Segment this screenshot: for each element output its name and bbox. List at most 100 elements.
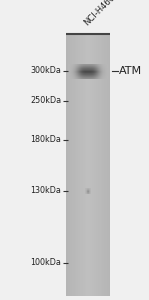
Bar: [84, 74, 85, 75]
Bar: [85, 74, 86, 75]
Bar: [102, 65, 103, 66]
Bar: [88, 76, 89, 77]
Bar: [94, 34, 95, 296]
Bar: [104, 66, 105, 67]
Bar: [92, 77, 93, 78]
Bar: [69, 74, 70, 75]
Bar: [71, 68, 72, 69]
Bar: [100, 69, 101, 70]
Bar: [75, 72, 76, 73]
Bar: [85, 76, 86, 77]
Bar: [70, 69, 71, 70]
Bar: [85, 66, 86, 67]
Bar: [72, 65, 73, 66]
Bar: [73, 66, 74, 67]
Bar: [91, 77, 92, 78]
Bar: [93, 65, 94, 66]
Bar: [90, 77, 91, 78]
Bar: [68, 71, 69, 72]
Bar: [93, 75, 94, 76]
Bar: [74, 70, 75, 71]
Bar: [100, 68, 101, 69]
Bar: [104, 69, 105, 70]
Bar: [89, 192, 90, 193]
Bar: [68, 70, 69, 71]
Bar: [90, 34, 91, 296]
Bar: [101, 34, 102, 296]
Bar: [73, 70, 74, 71]
Bar: [103, 64, 104, 65]
Bar: [94, 68, 95, 69]
Bar: [104, 72, 105, 73]
Bar: [100, 34, 101, 296]
Bar: [84, 64, 85, 65]
Bar: [106, 64, 107, 65]
Bar: [73, 77, 74, 78]
Bar: [104, 70, 105, 71]
Bar: [93, 73, 94, 74]
Bar: [107, 77, 108, 78]
Bar: [95, 72, 96, 73]
Bar: [98, 75, 99, 76]
Bar: [88, 191, 89, 192]
Bar: [89, 72, 90, 73]
Bar: [72, 67, 73, 68]
Bar: [89, 69, 90, 70]
Bar: [72, 76, 73, 77]
Bar: [78, 67, 79, 68]
Bar: [101, 64, 102, 65]
Bar: [106, 66, 107, 67]
Bar: [77, 76, 78, 77]
Bar: [71, 65, 72, 66]
Bar: [86, 65, 87, 66]
Bar: [77, 75, 78, 76]
Bar: [86, 68, 87, 69]
Bar: [84, 78, 85, 79]
Bar: [102, 76, 103, 77]
Bar: [96, 78, 97, 79]
Bar: [74, 76, 75, 77]
Bar: [75, 71, 76, 72]
Bar: [91, 66, 92, 67]
Bar: [99, 76, 100, 77]
Bar: [86, 34, 87, 296]
Bar: [98, 77, 99, 78]
Bar: [102, 64, 103, 65]
Bar: [79, 65, 80, 66]
Bar: [105, 78, 106, 79]
Bar: [86, 75, 87, 76]
Bar: [70, 71, 71, 72]
Bar: [74, 68, 75, 69]
Bar: [106, 70, 107, 71]
Bar: [68, 68, 69, 69]
Bar: [81, 68, 82, 69]
Bar: [95, 67, 96, 68]
Bar: [94, 76, 95, 77]
Bar: [105, 66, 106, 67]
Bar: [89, 73, 90, 74]
Bar: [85, 77, 86, 78]
Bar: [97, 70, 98, 71]
Bar: [70, 64, 71, 65]
Bar: [85, 189, 86, 190]
Bar: [88, 65, 89, 66]
Bar: [78, 73, 79, 74]
Bar: [96, 68, 97, 69]
Bar: [74, 74, 75, 75]
Bar: [95, 34, 96, 296]
Bar: [99, 65, 100, 66]
Bar: [93, 68, 94, 69]
Bar: [76, 77, 77, 78]
Bar: [99, 74, 100, 75]
Bar: [97, 72, 98, 73]
Bar: [105, 34, 106, 296]
Bar: [78, 69, 79, 70]
Bar: [97, 77, 98, 78]
Bar: [75, 64, 76, 65]
Bar: [85, 72, 86, 73]
Bar: [79, 76, 80, 77]
Bar: [79, 64, 80, 65]
Bar: [72, 78, 73, 79]
Bar: [74, 34, 75, 296]
Bar: [101, 73, 102, 74]
